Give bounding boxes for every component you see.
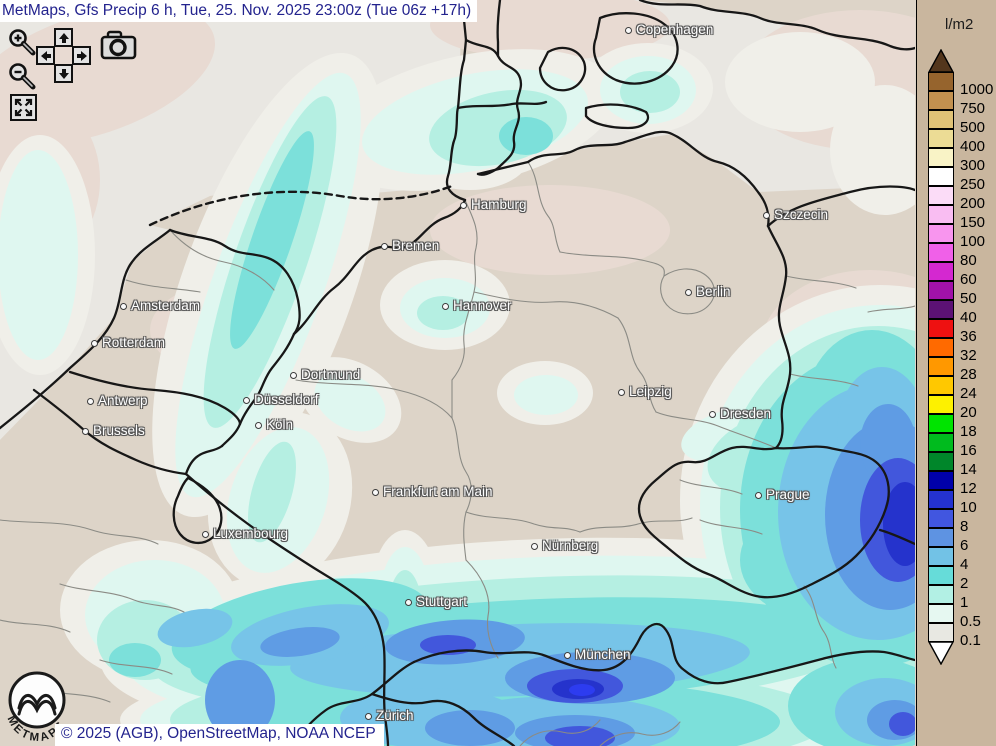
pan-left-icon [40, 50, 51, 61]
fullscreen-button[interactable] [10, 94, 37, 121]
legend-color-cell [928, 414, 954, 433]
map-title: MetMaps, Gfs Precip 6 h, Tue, 25. Nov. 2… [0, 0, 478, 22]
legend-color-cell [928, 452, 954, 471]
legend-color-cell [928, 528, 954, 547]
legend-value-label: 4 [960, 556, 969, 573]
legend-unit-label: l/m2 [945, 16, 974, 33]
legend-value-label: 50 [960, 290, 977, 307]
legend-value-label: 14 [960, 461, 977, 478]
pan-up-icon [58, 32, 69, 43]
legend-color-cell [928, 395, 954, 414]
legend-scale: 1000 750 500 400 300 250 200 150 100 80 60 50 40 36 32… [917, 0, 996, 746]
legend-value-label: 1 [960, 594, 969, 611]
legend-value-label: 20 [960, 404, 977, 421]
legend-value-label: 18 [960, 423, 977, 440]
legend-value-label: 250 [960, 176, 986, 193]
legend-value-label: 36 [960, 328, 977, 345]
pan-right-icon [76, 50, 87, 61]
legend-color-cell [928, 129, 954, 148]
snapshot-button[interactable] [100, 30, 138, 60]
legend-color-cell [928, 243, 954, 262]
legend-value-label: 750 [960, 100, 986, 117]
legend-color-cell [928, 338, 954, 357]
legend-value-label: 200 [960, 195, 986, 212]
legend-value-label: 40 [960, 309, 977, 326]
pan-down-button[interactable] [54, 64, 73, 83]
legend-value-label: 150 [960, 214, 986, 231]
legend-value-label: 0.5 [960, 613, 981, 630]
legend-color-cell [928, 224, 954, 243]
legend-value-label: 80 [960, 252, 977, 269]
weather-map[interactable] [0, 0, 915, 746]
legend-value-label: 2 [960, 575, 969, 592]
legend-color-cell [928, 357, 954, 376]
zoom-out-button[interactable] [8, 62, 38, 94]
legend-value-label: 12 [960, 480, 977, 497]
legend-color-cell [928, 566, 954, 585]
country-borders [0, 0, 915, 746]
region-borders [0, 161, 915, 746]
legend-value-label: 500 [960, 119, 986, 136]
legend-color-cell [928, 604, 954, 623]
legend-panel: l/m2 1000 750 500 400 300 250 200 150 100 80 60 50 4… [916, 0, 996, 746]
legend-color-cell [928, 623, 954, 642]
legend-value-label: 1000 [960, 81, 994, 98]
legend-color-cell [928, 585, 954, 604]
legend-color-cell [928, 471, 954, 490]
legend-value-label: 60 [960, 271, 977, 288]
legend-color-cell [928, 167, 954, 186]
legend-value-label: 0.1 [960, 632, 981, 649]
precip-12 [569, 684, 595, 696]
pan-down-icon [58, 68, 69, 79]
zoom-in-icon [9, 29, 36, 56]
legend-color-cell [928, 547, 954, 566]
zoom-out-icon [9, 63, 36, 90]
attribution-bar[interactable]: © 2025 (AGB), OpenStreetMap, NOAA NCEP [55, 724, 384, 746]
legend-value-label: 100 [960, 233, 986, 250]
legend-color-cell [928, 490, 954, 509]
legend-value-label: 28 [960, 366, 977, 383]
legend-color-cell [928, 433, 954, 452]
legend-value-label: 32 [960, 347, 977, 364]
legend-below-min-arrow [928, 641, 954, 665]
legend-color-cell [928, 91, 954, 110]
pan-up-button[interactable] [54, 28, 73, 47]
legend-color-cell [928, 148, 954, 167]
legend-color-cell [928, 72, 954, 91]
legend-value-label: 24 [960, 385, 977, 402]
legend-color-cell [928, 205, 954, 224]
legend-value-label: 16 [960, 442, 977, 459]
legend-above-max-arrow [928, 49, 954, 73]
legend-value-label: 300 [960, 157, 986, 174]
legend-value-label: 6 [960, 537, 969, 554]
legend-color-cell [928, 509, 954, 528]
camera-icon [100, 30, 137, 60]
legend-color-cell [928, 281, 954, 300]
fullscreen-icon [14, 98, 33, 117]
legend-color-cell [928, 186, 954, 205]
legend-value-label: 10 [960, 499, 977, 516]
pan-left-button[interactable] [36, 46, 55, 65]
legend-color-cell [928, 319, 954, 338]
legend-color-cell [928, 110, 954, 129]
legend-color-cell [928, 300, 954, 319]
pan-right-button[interactable] [72, 46, 91, 65]
legend-color-cell [928, 262, 954, 281]
legend-value-label: 8 [960, 518, 969, 535]
legend-value-label: 400 [960, 138, 986, 155]
legend-color-cell [928, 376, 954, 395]
zoom-in-button[interactable] [8, 28, 38, 60]
